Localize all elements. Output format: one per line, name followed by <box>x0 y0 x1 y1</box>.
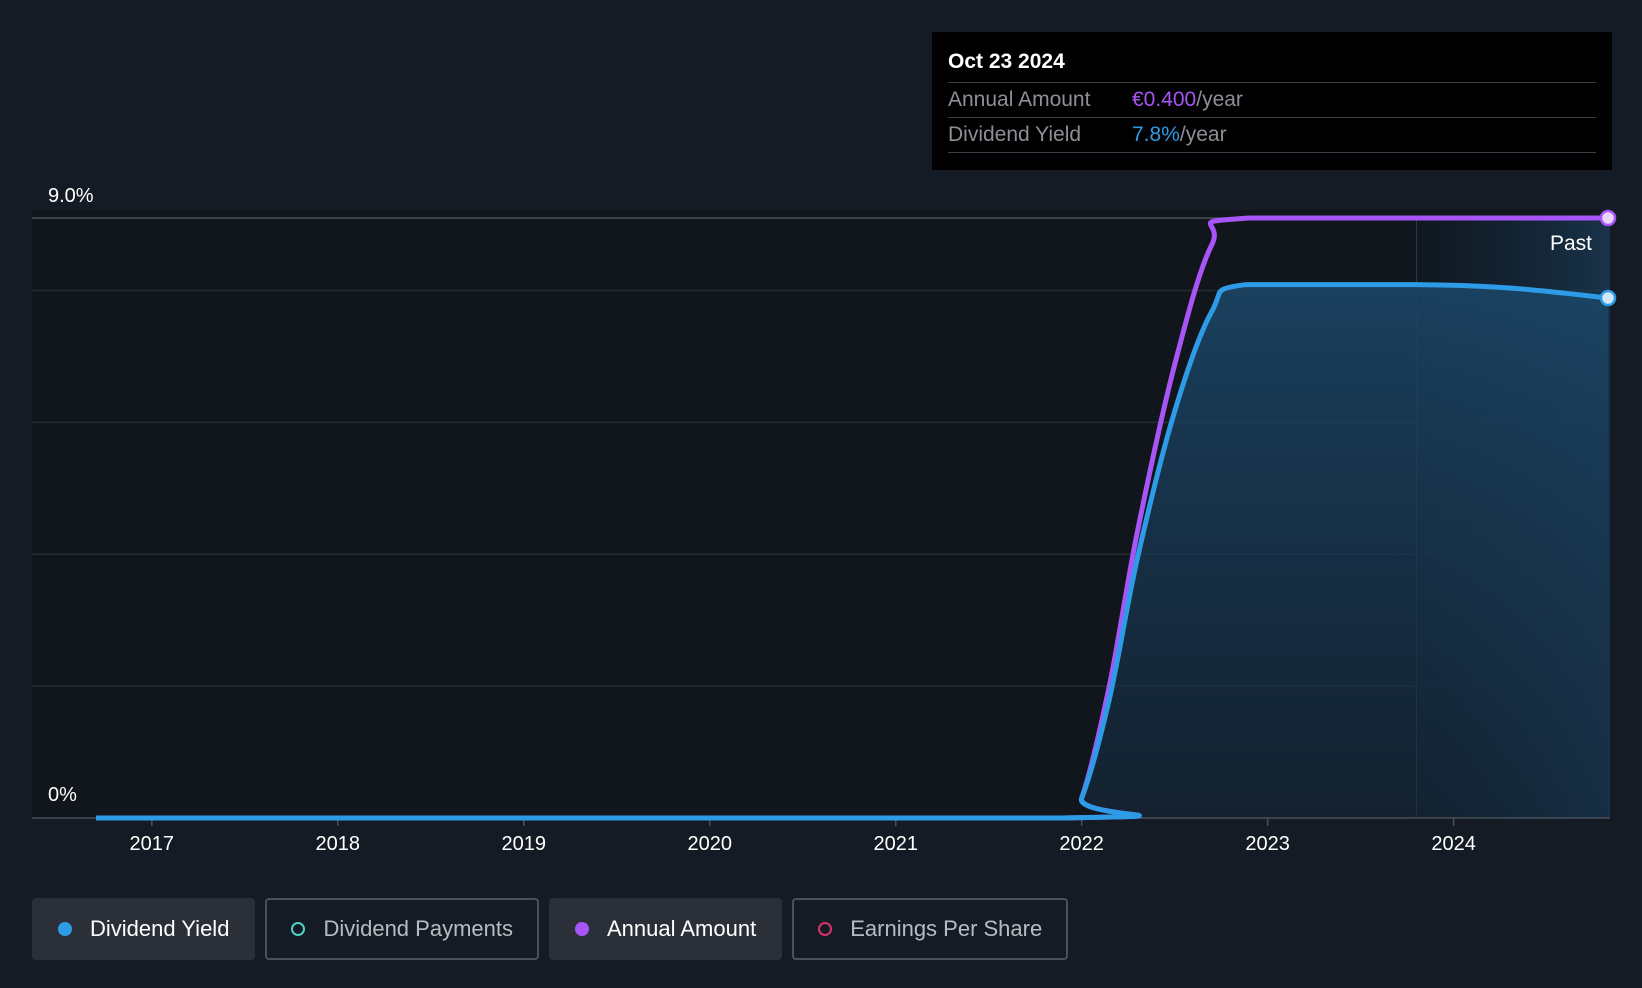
dividend-yield-end-marker[interactable] <box>1599 289 1617 307</box>
legend-dividend-yield-label: Dividend Yield <box>90 916 230 941</box>
earnings-per-share-dot-icon <box>818 922 833 936</box>
tooltip-date: Oct 23 2024 <box>948 32 1596 83</box>
dividend-yield-dot-icon <box>58 922 72 936</box>
x-tick-label: 2020 <box>687 833 732 855</box>
x-tick-label: 2023 <box>1245 833 1290 855</box>
x-tick-label: 2017 <box>130 833 175 855</box>
legend-earnings-per-share-label: Earnings Per Share <box>850 916 1043 941</box>
x-tick-label: 2021 <box>873 833 918 855</box>
x-tick-label: 2024 <box>1431 833 1476 855</box>
y-axis-bottom-label: 0% <box>48 784 77 806</box>
tooltip-annual-label: Annual Amount <box>948 88 1091 111</box>
annual-amount-end-marker[interactable] <box>1599 209 1617 227</box>
annual-amount-dot-icon <box>574 922 589 936</box>
tooltip-annual-unit: /year <box>1196 88 1243 111</box>
tooltip-annual-row: Annual Amount €0.400 /year <box>948 83 1596 118</box>
tooltip-yield-value: 7.8% <box>1132 123 1180 146</box>
tooltip-yield-row: Dividend Yield 7.8% /year <box>948 118 1596 153</box>
x-tick-label: 2019 <box>501 833 546 855</box>
legend-dividend-yield-button[interactable]: Dividend Yield <box>32 898 256 960</box>
dividend-yield-line <box>96 282 1609 821</box>
legend: Dividend Yield Dividend Payments Annual … <box>32 898 1069 960</box>
dividend-yield-area <box>96 284 1608 819</box>
tooltip-yield-label: Dividend Yield <box>948 123 1082 146</box>
legend-earnings-per-share-button[interactable]: Earnings Per Share <box>792 898 1069 960</box>
legend-dividend-payments-label: Dividend Payments <box>323 916 513 941</box>
past-label: Past <box>1550 232 1592 255</box>
y-axis-top-label: 9.0% <box>48 185 94 207</box>
legend-annual-amount-label: Annual Amount <box>606 916 757 941</box>
tooltip-yield-unit: /year <box>1179 123 1227 146</box>
dividend-payments-dot-icon <box>291 922 306 936</box>
legend-annual-amount-button[interactable]: Annual Amount <box>548 898 783 960</box>
x-tick-label: 2018 <box>316 833 361 855</box>
x-tick-label: 2022 <box>1059 833 1104 855</box>
tooltip: Oct 23 2024 Annual Amount €0.400 /year D… <box>932 32 1612 170</box>
legend-dividend-payments-button[interactable]: Dividend Payments <box>265 898 539 960</box>
tooltip-annual-value: €0.400 <box>1132 88 1197 111</box>
